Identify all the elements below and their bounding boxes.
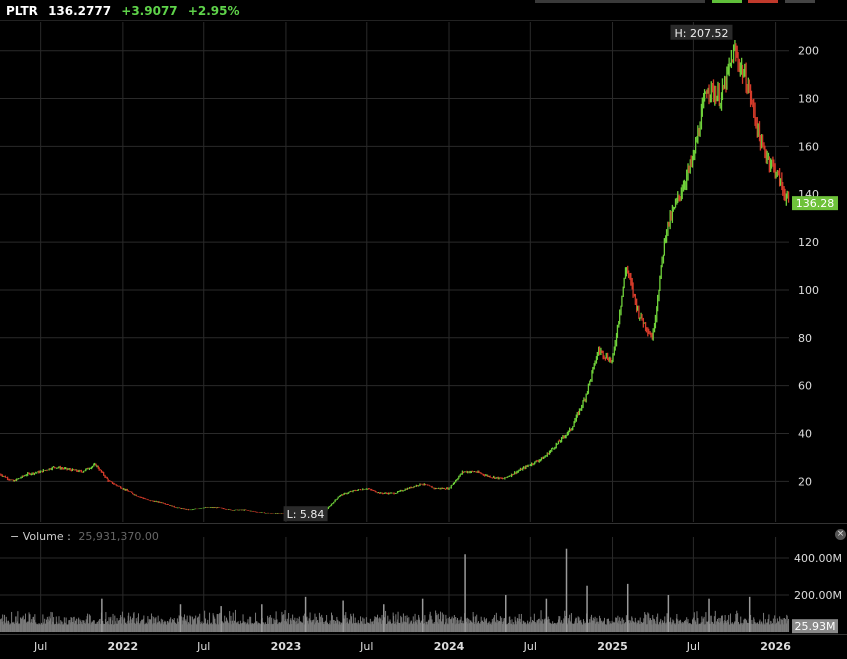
price-tick-label: 20 (798, 475, 812, 488)
last-price: 136.2777 (48, 4, 112, 18)
header-divider (0, 20, 847, 21)
time-tick-label: Jul (359, 640, 373, 653)
panel-divider (0, 523, 847, 524)
time-tick-label: Jul (523, 640, 537, 653)
volume-series (0, 548, 790, 632)
price-tick-label: 160 (798, 140, 819, 153)
high-label: H: 207.52 (674, 27, 728, 40)
collapse-icon[interactable]: − (10, 530, 20, 543)
ticker-symbol: PLTR (6, 4, 38, 18)
price-tick-label: 120 (798, 236, 819, 249)
time-tick-label: Jul (33, 640, 47, 653)
quote-header: PLTR 136.2777 +3.9077 +2.95% (6, 4, 246, 18)
price-series (0, 40, 790, 515)
price-tick-label: 40 (798, 427, 812, 440)
low-label-box (283, 506, 328, 522)
last-price-badge-box (792, 196, 838, 211)
grid-layer (0, 20, 847, 635)
time-tick-label: Jul (196, 640, 210, 653)
price-tick-label: 180 (798, 93, 819, 106)
price-tick-label: 200 (798, 45, 819, 58)
volume-badge-box (792, 619, 838, 634)
volume-label: Volume : (22, 530, 71, 543)
low-label: L: 5.84 (287, 508, 325, 521)
price-change-percent: +2.95% (187, 4, 240, 18)
price-tick-label: 60 (798, 380, 812, 393)
volume-value: 25,931,370.00 (78, 530, 159, 543)
close-icon[interactable]: × (835, 529, 846, 540)
time-tick-label: 2025 (597, 640, 628, 653)
time-tick-label: 2022 (108, 640, 139, 653)
time-tick-label: 2024 (434, 640, 465, 653)
label-layer: H: 207.52 L: 5.84 136.28 25.93M (283, 24, 838, 634)
time-tick-label: Jul (686, 640, 700, 653)
time-tick-label: 2026 (760, 640, 791, 653)
volume-panel-title: − Volume : 25,931,370.00 (10, 530, 159, 543)
toolbar-button-2[interactable] (712, 0, 742, 3)
last-price-badge: 136.28 (796, 197, 835, 210)
axis-layer: 20406080100120140160180200200.00M400.00M… (33, 45, 842, 653)
price-tick-label: 80 (798, 332, 812, 345)
high-label-box (670, 24, 733, 40)
axis-divider (0, 634, 847, 635)
toolbar-button-1[interactable] (535, 0, 705, 3)
price-change: +3.9077 (121, 4, 178, 18)
volume-tick-label: 400.00M (794, 552, 842, 565)
toolbar-button-3[interactable] (748, 0, 778, 3)
toolbar-button-4[interactable] (785, 0, 815, 3)
volume-tick-label: 200.00M (794, 589, 842, 602)
time-tick-label: 2023 (271, 640, 302, 653)
volume-badge: 25.93M (795, 620, 836, 633)
price-tick-label: 100 (798, 284, 819, 297)
